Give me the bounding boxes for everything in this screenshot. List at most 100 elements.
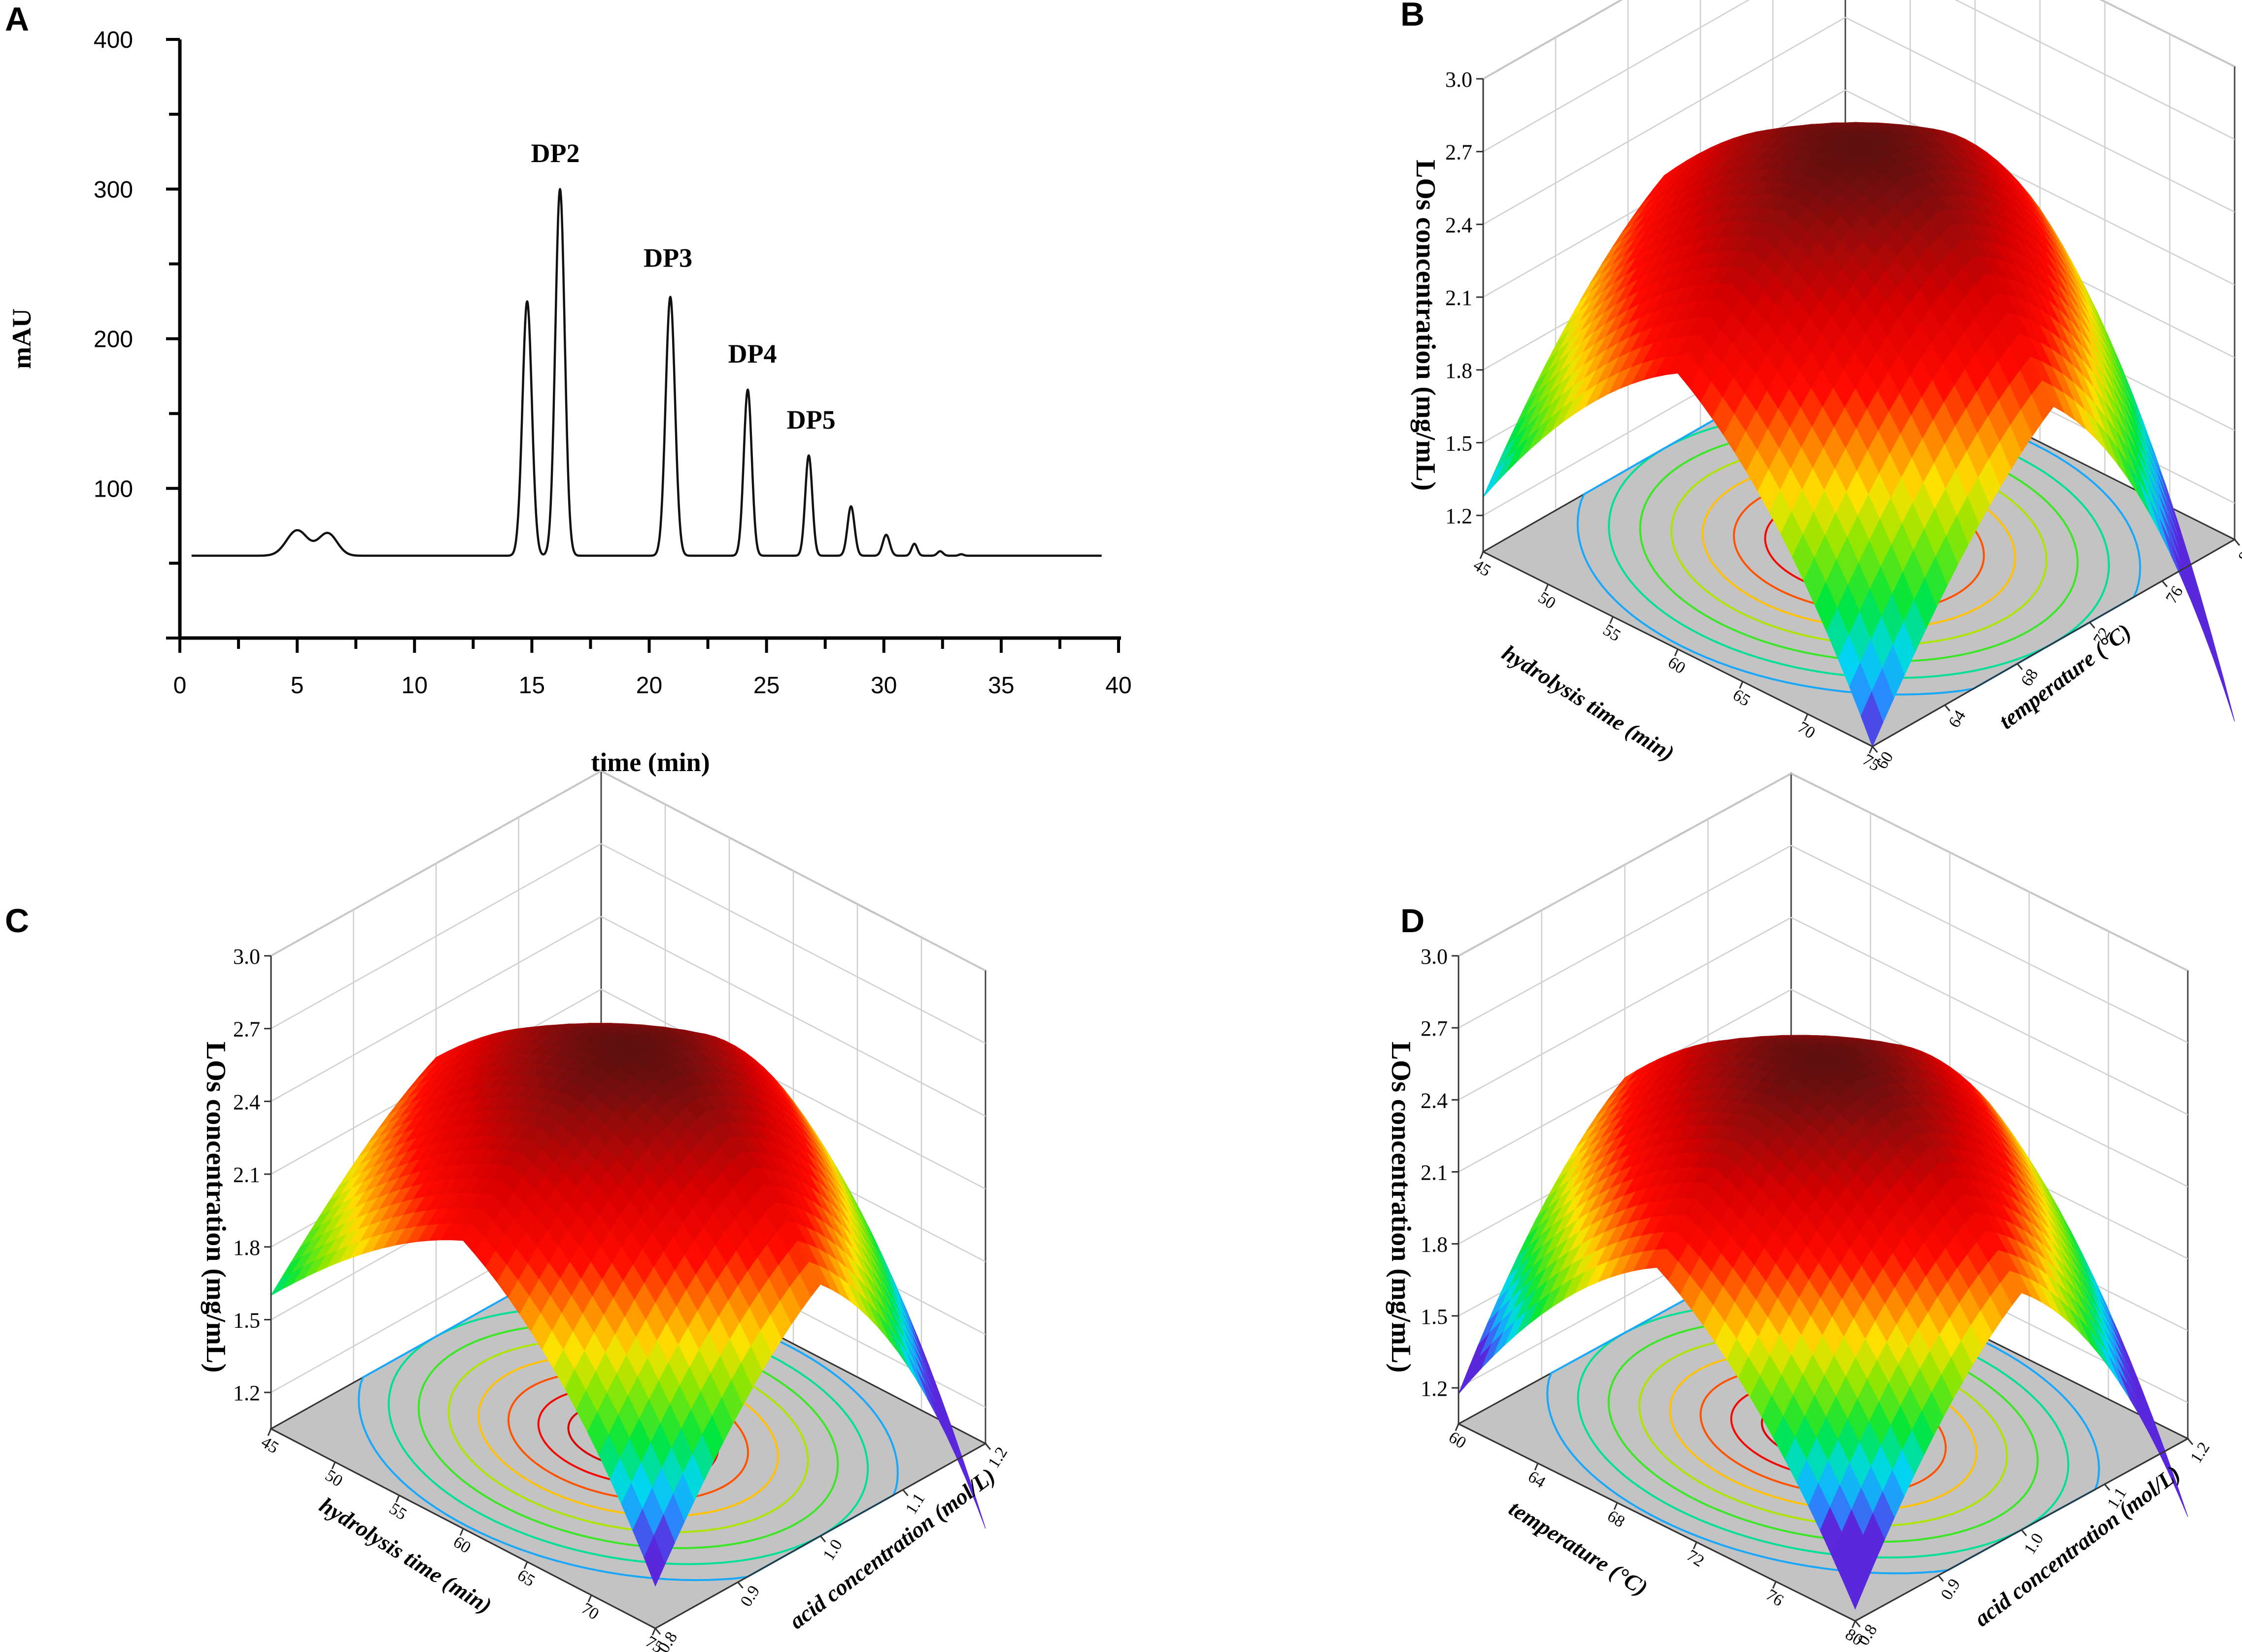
z-tick-label: 1.5 bbox=[233, 1308, 260, 1332]
z-tick-label: 2.1 bbox=[233, 1163, 260, 1187]
contour-line bbox=[358, 1291, 899, 1582]
contour-line bbox=[1638, 1335, 2008, 1527]
contour-line bbox=[1639, 429, 2079, 663]
x-tick bbox=[1479, 551, 1484, 559]
contour-line bbox=[477, 1355, 779, 1517]
x-tick bbox=[331, 1461, 336, 1470]
a-x-tick-label: 0 bbox=[173, 673, 187, 699]
z-tick-label: 1.5 bbox=[1445, 431, 1472, 455]
z-tick-label: 3.0 bbox=[233, 944, 260, 969]
y-tick bbox=[985, 1443, 991, 1450]
z-tick-label: 2.4 bbox=[233, 1090, 260, 1114]
a-peak-label: DP5 bbox=[787, 405, 836, 435]
contour-line bbox=[417, 1323, 839, 1550]
z-axis-label: LOs concentration (mg/mL) bbox=[201, 1042, 231, 1373]
z-tick-label: 1.5 bbox=[1421, 1305, 1448, 1329]
z-gridline bbox=[1458, 844, 2188, 1044]
contour-line bbox=[1670, 445, 2048, 646]
contour-line bbox=[447, 1339, 809, 1533]
z-tick-label: 1.8 bbox=[1445, 359, 1472, 383]
panel-d-surface: D 1.2 1.5 1.8 2.1 2.4 2.7 3.0 LOs concentration … bbox=[1386, 772, 2213, 1650]
a-peak-label: DP2 bbox=[531, 138, 580, 168]
y-tick bbox=[819, 1535, 826, 1543]
a-y-tick-label: 300 bbox=[94, 177, 133, 203]
z-axis: 1.2 1.5 1.8 2.1 2.4 2.7 3.0 bbox=[233, 944, 272, 1429]
surface-patch bbox=[644, 1535, 666, 1587]
a-x-tick-label: 40 bbox=[1105, 673, 1131, 699]
z-axis: 1.2 1.5 1.8 2.1 2.4 2.7 3.0 bbox=[1445, 67, 1484, 552]
contour-line bbox=[1576, 396, 2141, 696]
x-tick bbox=[267, 1428, 272, 1436]
a-peak-label: DP4 bbox=[728, 339, 777, 369]
a-y-tick-label: 400 bbox=[94, 27, 133, 53]
z-tick-label: 2.1 bbox=[1421, 1160, 1448, 1184]
a-x-tick-label: 20 bbox=[636, 673, 662, 699]
z-tick-label: 1.2 bbox=[233, 1381, 260, 1405]
panel-letter-d: D bbox=[1400, 902, 1425, 940]
z-gridline bbox=[1458, 773, 2188, 972]
x-tick bbox=[459, 1528, 464, 1536]
y-tick bbox=[737, 1582, 744, 1589]
panel-b-surface: B 1.2 1.5 1.8 2.1 2.4 2.7 3.0 LOs concentration … bbox=[1400, 0, 2242, 775]
z-tick-label: 2.1 bbox=[1445, 286, 1472, 310]
z-tick-label: 2.7 bbox=[1445, 140, 1472, 165]
z-tick-label: 2.7 bbox=[233, 1017, 260, 1042]
a-x-tick-label: 35 bbox=[988, 673, 1014, 699]
x-tick bbox=[651, 1628, 656, 1636]
contour-line bbox=[507, 1371, 749, 1501]
y-tick bbox=[654, 1628, 661, 1635]
y-tick bbox=[2016, 663, 2023, 670]
z-axis-label: LOs concentration (mg/mL) bbox=[1386, 1042, 1416, 1373]
a-y-axis-label: mAU bbox=[7, 308, 36, 369]
a-x-tick-label: 15 bbox=[519, 673, 545, 699]
contour-line bbox=[1607, 1319, 2039, 1543]
a-x-axis-label: time (min) bbox=[591, 747, 710, 777]
z-gridline bbox=[1458, 989, 2188, 1187]
panel-letter-b: B bbox=[1400, 0, 1425, 33]
x-tick bbox=[1674, 648, 1679, 657]
z-tick-label: 1.2 bbox=[1445, 504, 1472, 528]
y-tick bbox=[1944, 705, 1951, 711]
a-y-tick-label: 100 bbox=[94, 476, 133, 502]
x-tick bbox=[395, 1495, 400, 1503]
response-surface bbox=[1483, 122, 2235, 747]
y-tick bbox=[902, 1489, 909, 1496]
x-tick bbox=[1868, 746, 1873, 754]
a-chromatogram-trace bbox=[191, 188, 1103, 557]
z-tick-label: 2.4 bbox=[1445, 213, 1472, 237]
z-tick-label: 3.0 bbox=[1421, 944, 1448, 969]
z-tick-label: 3.0 bbox=[1445, 67, 1472, 92]
x-tick bbox=[523, 1561, 528, 1569]
x-tick bbox=[1803, 713, 1808, 721]
panel-c-surface: C 1.2 1.5 1.8 2.1 2.4 2.7 3.0 LOs concentration … bbox=[5, 770, 1011, 1652]
z-tick-label: 2.7 bbox=[1421, 1016, 1448, 1041]
contour-line bbox=[1546, 1288, 2100, 1575]
panel-a-chromatogram: A mAU time (min) 100 200 300 400 0 5 10 15 20 25 3… bbox=[5, 0, 1132, 777]
y-tick bbox=[2234, 539, 2241, 546]
a-x-tick-label: 30 bbox=[871, 673, 897, 699]
z-gridline bbox=[1458, 916, 2188, 1115]
x-tick bbox=[1544, 584, 1549, 592]
z-tick-label: 1.8 bbox=[1421, 1233, 1448, 1257]
panel-letter-c: C bbox=[5, 902, 29, 940]
response-surface bbox=[1458, 1035, 2188, 1610]
a-x-tick-label: 10 bbox=[402, 673, 428, 699]
a-y-tick-label: 200 bbox=[94, 327, 133, 353]
z-axis-label: LOs concentration (mg/mL) bbox=[1410, 160, 1441, 491]
a-x-tick-label: 25 bbox=[753, 673, 780, 699]
y-tick bbox=[2161, 580, 2168, 587]
contour-line bbox=[1668, 1351, 1978, 1512]
y-tick bbox=[1871, 746, 1878, 753]
z-tick-label: 1.8 bbox=[233, 1236, 260, 1260]
panel-letter-a: A bbox=[5, 0, 29, 38]
response-surface bbox=[270, 1023, 986, 1587]
x-tick bbox=[587, 1594, 592, 1603]
y-axis-line bbox=[1872, 539, 2235, 747]
z-tick-label: 2.4 bbox=[1421, 1088, 1448, 1113]
y-tick bbox=[2089, 622, 2096, 629]
surface-patch bbox=[1861, 691, 1884, 747]
x-tick bbox=[1609, 616, 1614, 624]
a-peak-label: DP3 bbox=[644, 243, 692, 273]
